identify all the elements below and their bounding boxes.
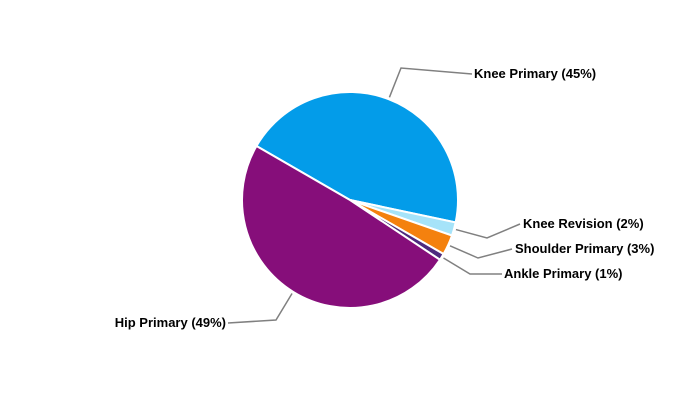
slice-label: Hip Primary (49%) — [115, 315, 226, 330]
leader-line — [449, 245, 513, 259]
slice-label: Ankle Primary (1%) — [504, 266, 623, 281]
slice-label: Shoulder Primary (3%) — [515, 241, 654, 256]
leader-line — [388, 67, 473, 98]
slice-label: Knee Primary (45%) — [474, 66, 596, 81]
leader-line — [455, 223, 521, 239]
pie-slice-knee-primary — [255, 91, 459, 224]
leader-line — [227, 293, 293, 324]
leader-line — [443, 257, 502, 275]
slice-label: Knee Revision (2%) — [523, 216, 644, 231]
pie-slice-hip-primary — [241, 144, 442, 309]
